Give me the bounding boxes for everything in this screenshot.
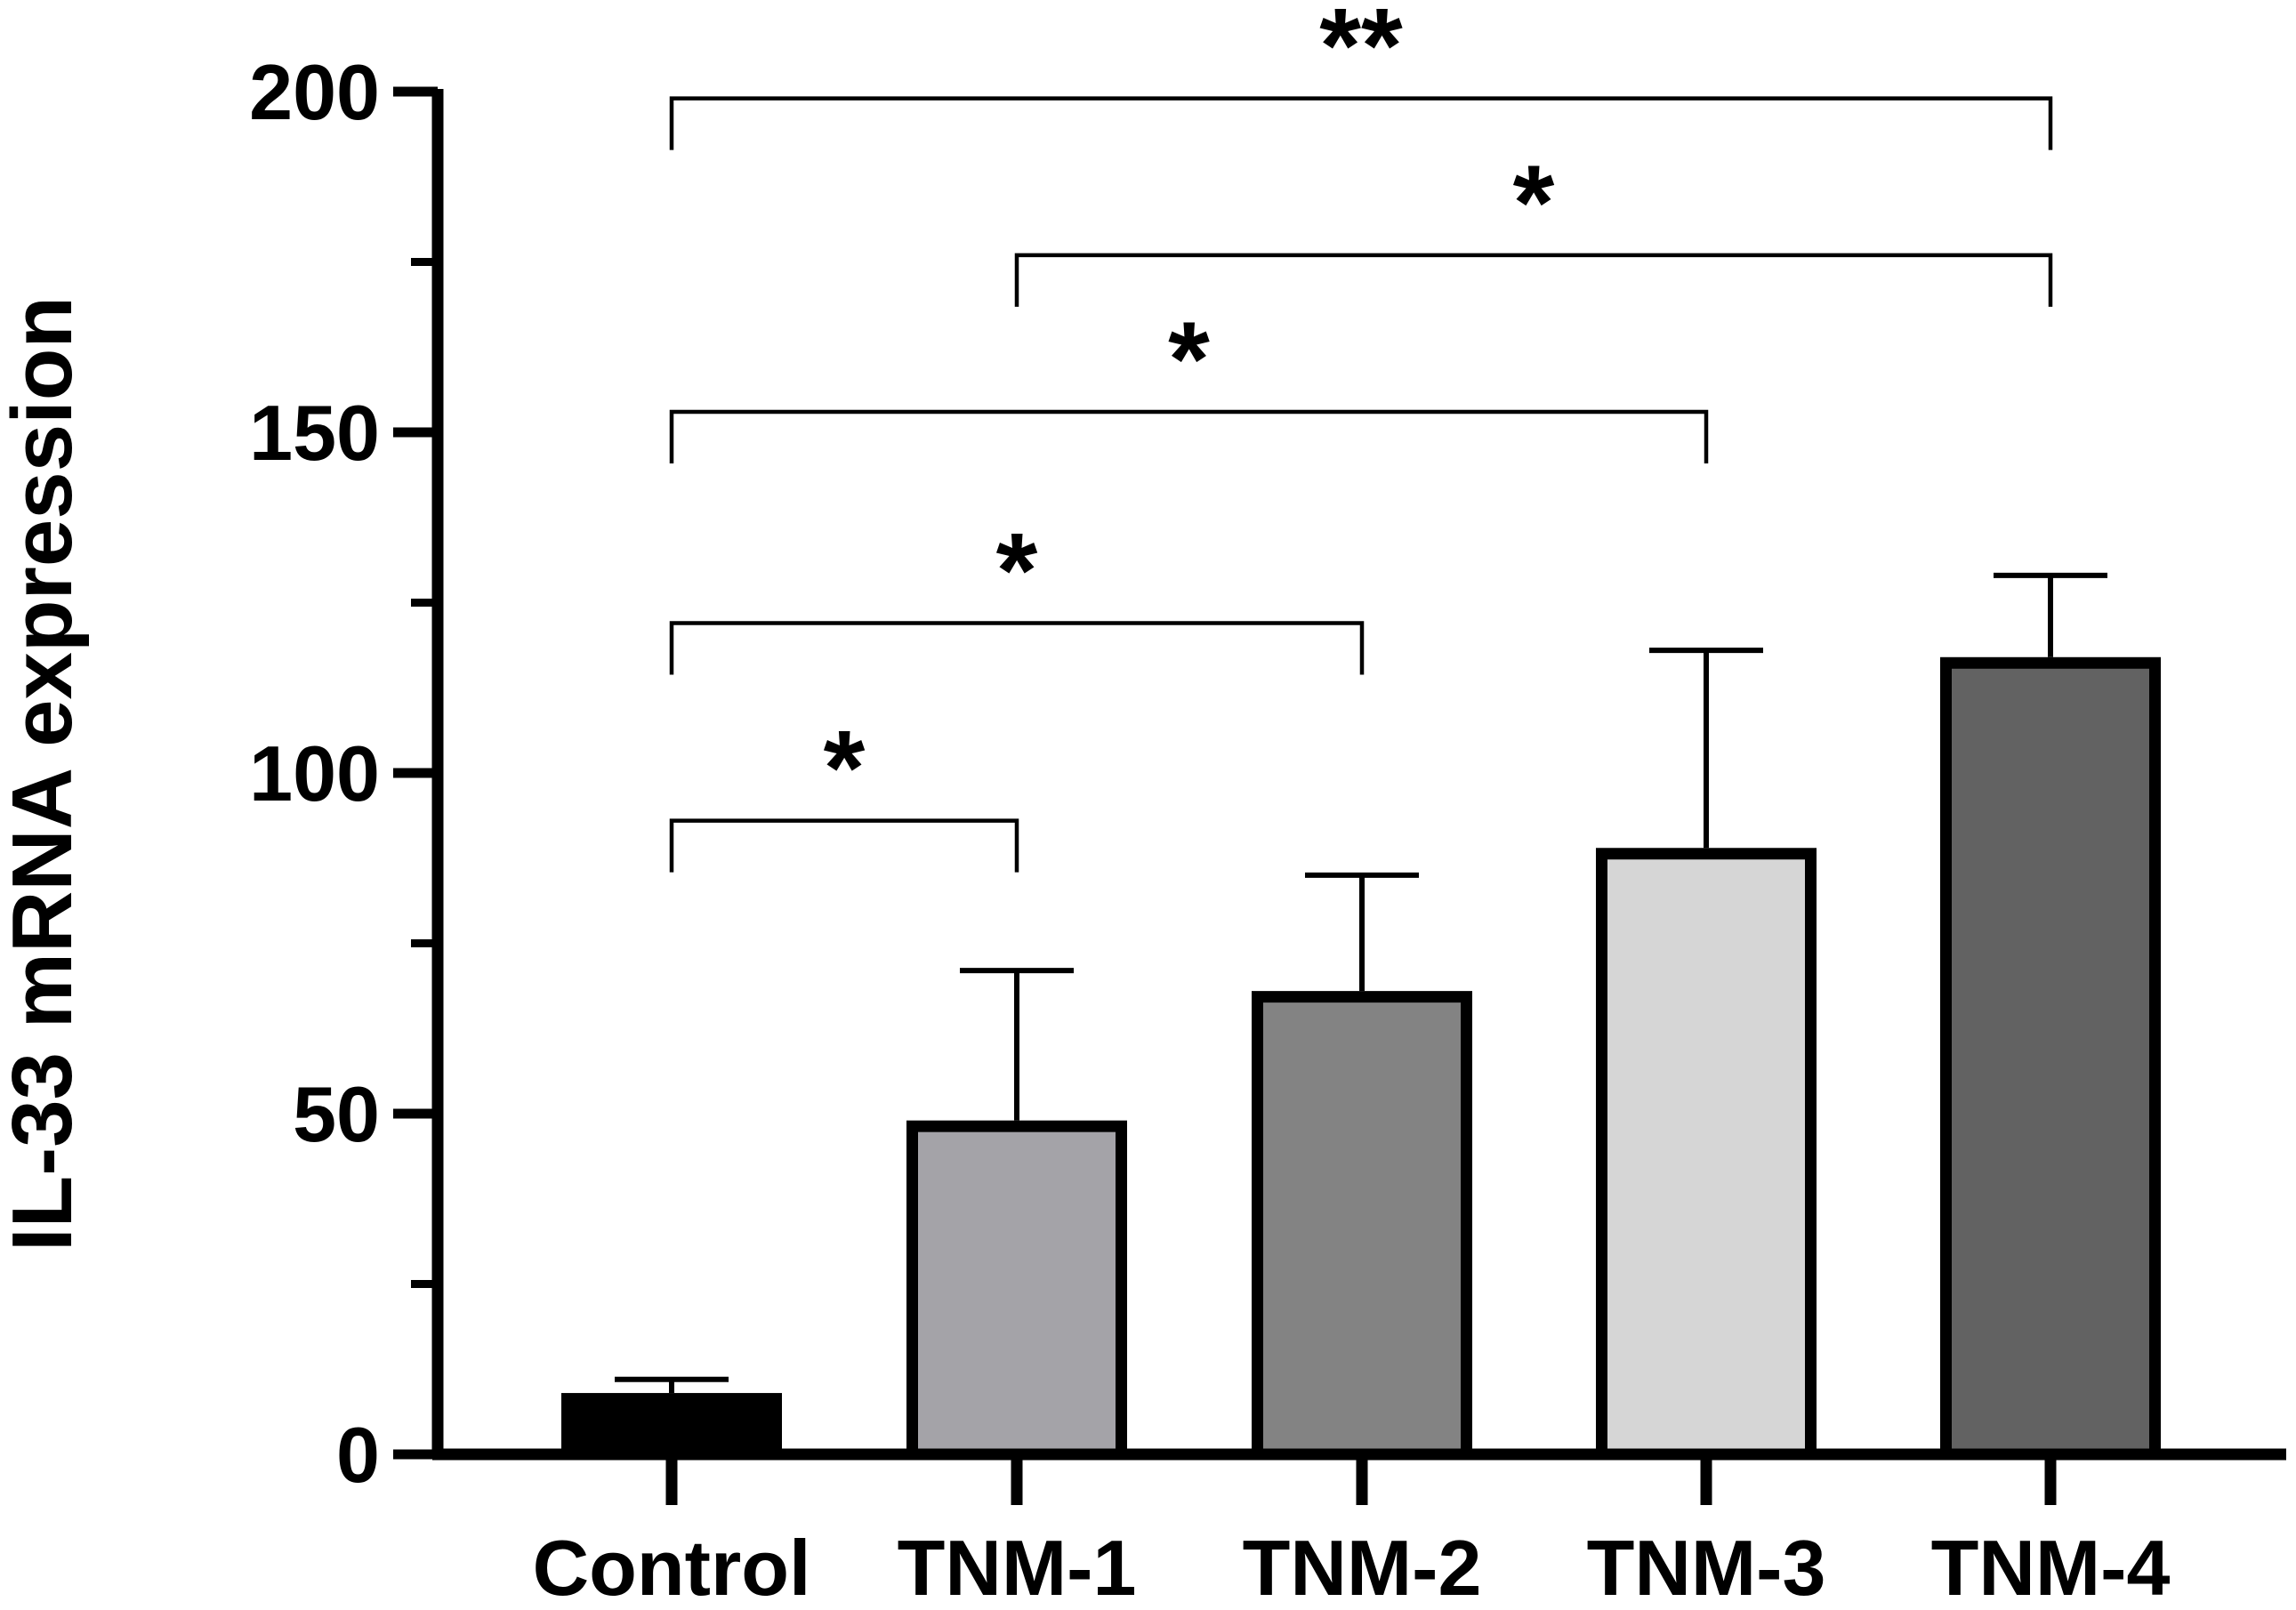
significance-label-1: * (824, 709, 866, 828)
y-tick-label: 200 (249, 48, 380, 136)
x-tick-label-tnm-1: TNM-1 (898, 1524, 1137, 1610)
significance-bracket-1 (669, 818, 1019, 873)
significance-brackets: ****** (669, 0, 2053, 873)
y-tick-label: 100 (249, 729, 380, 817)
y-tick-label: 0 (336, 1411, 380, 1499)
bar-tnm-2 (1252, 991, 1472, 1461)
significance-label-3: * (1168, 300, 1210, 419)
x-tick-label-control: Control (533, 1524, 811, 1610)
significance-bracket-3 (669, 409, 1709, 464)
significance-bracket-2 (669, 621, 1365, 675)
error-bars (615, 572, 2107, 1394)
bar-tnm-3 (1596, 848, 1817, 1461)
y-axis-title: IL-33 mRNA expression (0, 296, 90, 1252)
significance-label-4: * (1513, 143, 1555, 262)
x-tick-label-tnm-3: TNM-3 (1587, 1524, 1826, 1610)
bar-control (561, 1393, 782, 1461)
significance-bracket-4 (1014, 253, 2053, 307)
significance-label-2: * (996, 511, 1038, 630)
bars (561, 656, 2161, 1461)
y-tick-label: 150 (249, 389, 380, 477)
bar-tnm-4 (1940, 656, 2161, 1461)
significance-bracket-5 (669, 96, 2053, 150)
x-tick-label-tnm-2: TNM-2 (1243, 1524, 1482, 1610)
axes: 0 50 100 150 200 Control TNM-1 TNM-2 TNM-3 TNM-4 (249, 48, 2286, 1610)
x-tick-label-tnm-4: TNM-4 (1931, 1524, 2171, 1610)
bar-tnm-1 (906, 1120, 1127, 1461)
y-tick-label: 50 (293, 1070, 380, 1158)
significance-label-5: ** (1319, 0, 1403, 106)
